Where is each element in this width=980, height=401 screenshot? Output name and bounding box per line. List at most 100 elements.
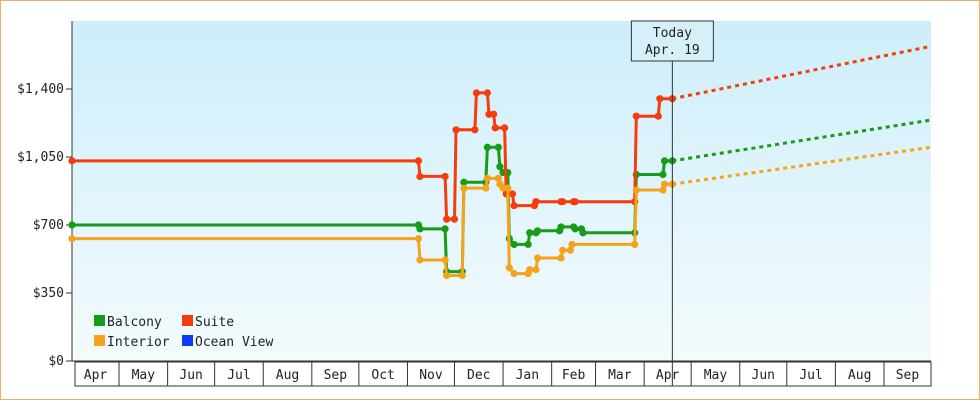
legend-label: Balcony: [107, 315, 162, 330]
month-label: Jul: [799, 368, 822, 383]
data-point: [504, 184, 512, 192]
data-point: [414, 157, 423, 165]
legend-swatch: [94, 335, 105, 346]
today-date: Apr. 19: [645, 43, 700, 58]
data-point: [510, 240, 518, 249]
data-point: [557, 223, 565, 231]
y-tick-label: $1,050: [17, 150, 64, 165]
data-point: [660, 180, 669, 188]
data-point: [632, 112, 640, 120]
month-label: Sep: [896, 368, 920, 383]
month-label: Oct: [371, 368, 394, 383]
data-point: [566, 246, 575, 254]
month-label: Jul: [227, 368, 250, 383]
series-projection: [672, 145, 932, 186]
y-axis: $0 $350 $700 $1,050 $1,400: [17, 21, 73, 369]
series-layer: [68, 44, 932, 280]
series-projection: [672, 44, 932, 101]
data-point: [532, 198, 540, 206]
month-label: Jan: [516, 368, 539, 383]
data-point: [526, 229, 534, 237]
data-point: [510, 201, 518, 210]
data-point: [472, 89, 481, 97]
month-label: Nov: [419, 368, 443, 383]
data-point: [494, 174, 502, 182]
data-point: [443, 215, 451, 223]
data-point: [416, 225, 424, 233]
data-point: [441, 172, 449, 181]
month-label: Sep: [324, 368, 348, 383]
legend-swatch: [182, 335, 193, 346]
month-label: Jun: [752, 368, 775, 383]
data-point: [494, 143, 502, 151]
data-point: [471, 126, 479, 134]
month-label: Jun: [179, 368, 202, 383]
data-point: [483, 89, 491, 97]
data-point: [501, 124, 509, 132]
month-label: Dec: [467, 368, 490, 383]
data-point: [441, 256, 449, 264]
data-point: [568, 240, 576, 249]
data-point: [68, 235, 76, 243]
data-point: [490, 110, 498, 118]
data-point: [441, 225, 449, 233]
y-tick-label: $700: [33, 218, 64, 233]
data-point: [414, 235, 423, 243]
y-tick-label: $350: [33, 286, 64, 301]
series-projection: [672, 118, 932, 163]
data-point: [659, 186, 667, 194]
data-point: [559, 198, 567, 206]
month-label: Mar: [608, 368, 632, 383]
month-label: Apr: [84, 368, 108, 383]
data-point: [632, 186, 640, 194]
data-point: [460, 184, 468, 192]
today-marker: Today Apr. 19: [630, 20, 714, 386]
legend-label: Interior: [107, 335, 170, 350]
data-point: [443, 271, 451, 280]
data-point: [510, 269, 518, 278]
data-point: [505, 264, 513, 272]
month-label: May: [704, 368, 728, 383]
data-point: [532, 266, 540, 274]
data-point: [524, 240, 532, 249]
today-box: [630, 20, 714, 62]
data-point: [460, 178, 468, 186]
series-line: [72, 176, 673, 277]
data-point: [557, 254, 565, 262]
data-point: [526, 266, 534, 274]
data-point: [483, 143, 491, 151]
data-point: [559, 246, 567, 254]
month-label: Aug: [848, 368, 871, 383]
data-point: [450, 215, 459, 223]
month-label: Apr: [656, 368, 680, 383]
data-point: [533, 254, 542, 262]
data-point: [571, 225, 579, 233]
month-label: Feb: [562, 368, 586, 383]
data-point: [631, 240, 639, 249]
data-point: [68, 157, 76, 165]
today-label: Today: [653, 26, 692, 41]
data-point: [482, 184, 490, 192]
y-tick-label: $0: [48, 354, 64, 369]
month-label: Aug: [276, 368, 299, 383]
data-point: [656, 95, 664, 103]
data-point: [68, 221, 76, 229]
data-point: [579, 229, 587, 237]
series-line: [72, 91, 673, 221]
legend-swatch: [182, 315, 193, 326]
legend-label: Ocean View: [195, 335, 273, 350]
series-interior: [68, 145, 932, 280]
x-axis: Apr May Jun Jul Aug Sep Oct Nov Dec Jan Feb Mar Apr M…: [72, 360, 932, 387]
data-point: [654, 112, 662, 120]
legend-label: Suite: [195, 315, 234, 330]
legend-swatch: [94, 315, 105, 326]
data-point: [491, 124, 499, 132]
legend: Balcony Suite Interior Ocean View: [94, 315, 273, 350]
data-point: [452, 126, 460, 134]
data-point: [533, 227, 542, 235]
data-point: [496, 163, 504, 171]
data-point: [416, 256, 424, 264]
y-tick-label: $1,400: [17, 82, 64, 97]
